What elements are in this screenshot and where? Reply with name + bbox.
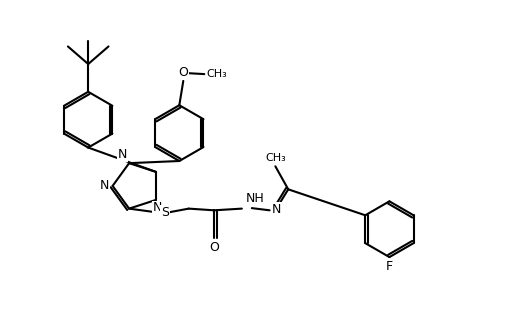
Text: CH₃: CH₃	[207, 69, 228, 79]
Text: N: N	[118, 148, 127, 161]
Text: NH: NH	[246, 192, 265, 205]
Text: F: F	[386, 260, 393, 272]
Text: O: O	[209, 241, 219, 254]
Text: O: O	[178, 66, 188, 79]
Text: N: N	[272, 203, 281, 216]
Text: CH₃: CH₃	[265, 153, 286, 163]
Text: N: N	[153, 202, 162, 214]
Text: S: S	[161, 206, 169, 219]
Text: N: N	[100, 179, 110, 192]
